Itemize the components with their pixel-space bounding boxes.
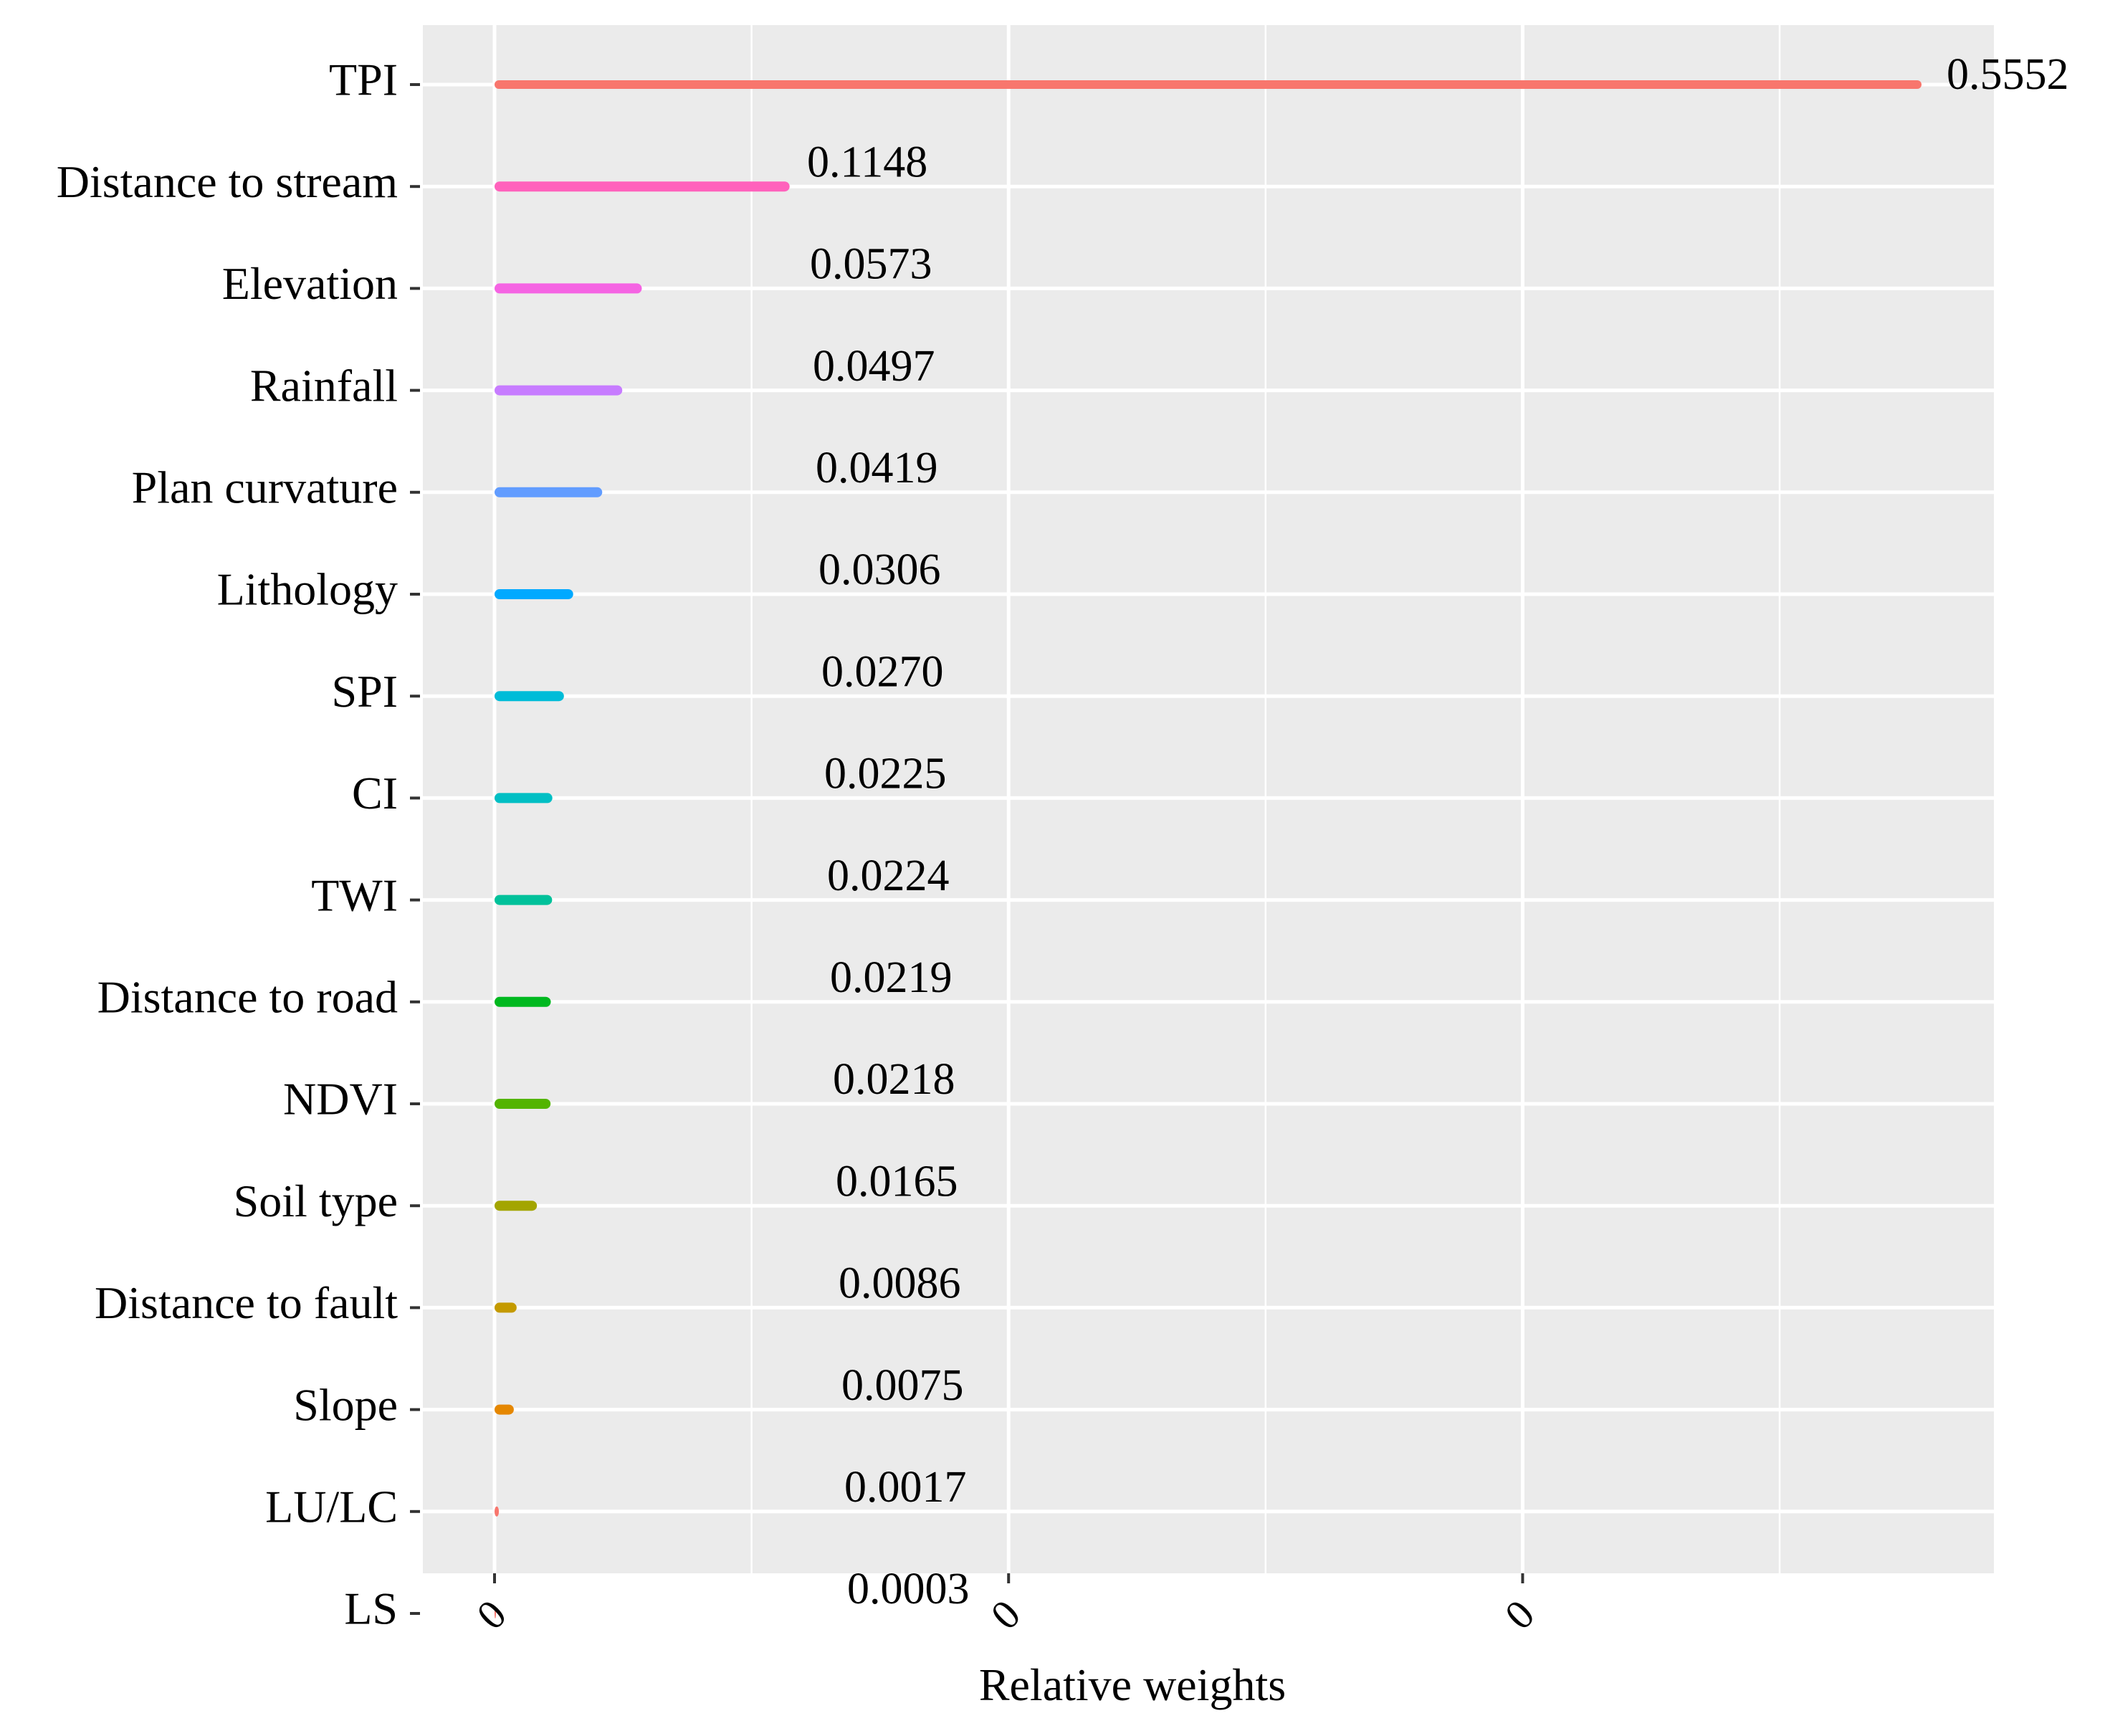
bar-lu-lc — [495, 1506, 500, 1517]
bar-distance-to-road — [495, 996, 551, 1007]
value-label: 0.0225 — [824, 750, 947, 798]
y-axis-label: CI — [352, 768, 398, 819]
value-label: 0.0219 — [830, 953, 953, 1002]
y-axis-label: Plan curvature — [132, 462, 398, 512]
value-label: 0.0017 — [844, 1463, 967, 1512]
y-axis-label: NDVI — [283, 1074, 398, 1125]
bars — [495, 80, 1922, 1618]
value-label: 0.0306 — [818, 545, 941, 594]
y-axis-label: Distance to stream — [57, 156, 398, 207]
value-label: 0.0224 — [827, 852, 950, 900]
y-axis-label: Distance to fault — [95, 1277, 398, 1328]
bar-ci — [495, 793, 553, 803]
value-label: 0.0270 — [821, 647, 944, 696]
value-label: 0.0003 — [847, 1565, 970, 1613]
value-labels: 0.5552 0.1148 0.0573 0.0497 0.0419 0.0306 0.02… — [807, 50, 2069, 1613]
value-label: 0.0218 — [833, 1055, 955, 1104]
y-axis-ticks — [410, 83, 420, 1615]
y-axis-label: TWI — [311, 869, 398, 920]
value-label: 0.0165 — [836, 1157, 958, 1206]
value-label: 0.0075 — [841, 1361, 964, 1410]
bar-ndvi — [495, 1099, 551, 1109]
y-axis-label: TPI — [329, 54, 398, 105]
value-label: 0.0573 — [810, 240, 932, 289]
value-label: 0.0419 — [816, 444, 938, 492]
y-axis-labels: TPI Distance to stream Elevation Rainfall Pl… — [57, 54, 398, 1634]
bar-distance-to-stream — [495, 181, 790, 192]
bar-soil-type — [495, 1201, 538, 1211]
bar-elevation — [495, 283, 642, 294]
bar-spi — [495, 691, 564, 702]
bar-lithology — [495, 589, 573, 599]
y-axis-label: SPI — [332, 666, 398, 717]
y-axis-label: Rainfall — [250, 360, 398, 411]
bar-tpi — [495, 80, 1922, 89]
y-axis-label: Soil type — [234, 1175, 398, 1226]
x-axis-title: Relative weights — [979, 1659, 1286, 1710]
y-axis-label: LS — [344, 1583, 398, 1634]
bar-distance-to-fault — [495, 1302, 517, 1313]
bar-slope — [495, 1404, 514, 1415]
y-axis-label: Slope — [293, 1379, 398, 1430]
gridlines — [423, 25, 1994, 1616]
bar-twi — [495, 895, 553, 905]
bar-ls — [495, 1608, 496, 1618]
y-axis-label: Distance to road — [97, 971, 398, 1022]
value-label: 0.5552 — [1947, 50, 2069, 99]
y-axis-label: LU/LC — [265, 1481, 398, 1532]
value-label: 0.1148 — [807, 138, 927, 186]
value-label: 0.0497 — [813, 342, 935, 391]
y-axis-label: Elevation — [222, 258, 398, 309]
bar-rainfall — [495, 385, 623, 396]
bar-plan-curvature — [495, 487, 603, 497]
y-axis-label: Lithology — [217, 564, 398, 615]
value-label: 0.0086 — [839, 1259, 961, 1308]
